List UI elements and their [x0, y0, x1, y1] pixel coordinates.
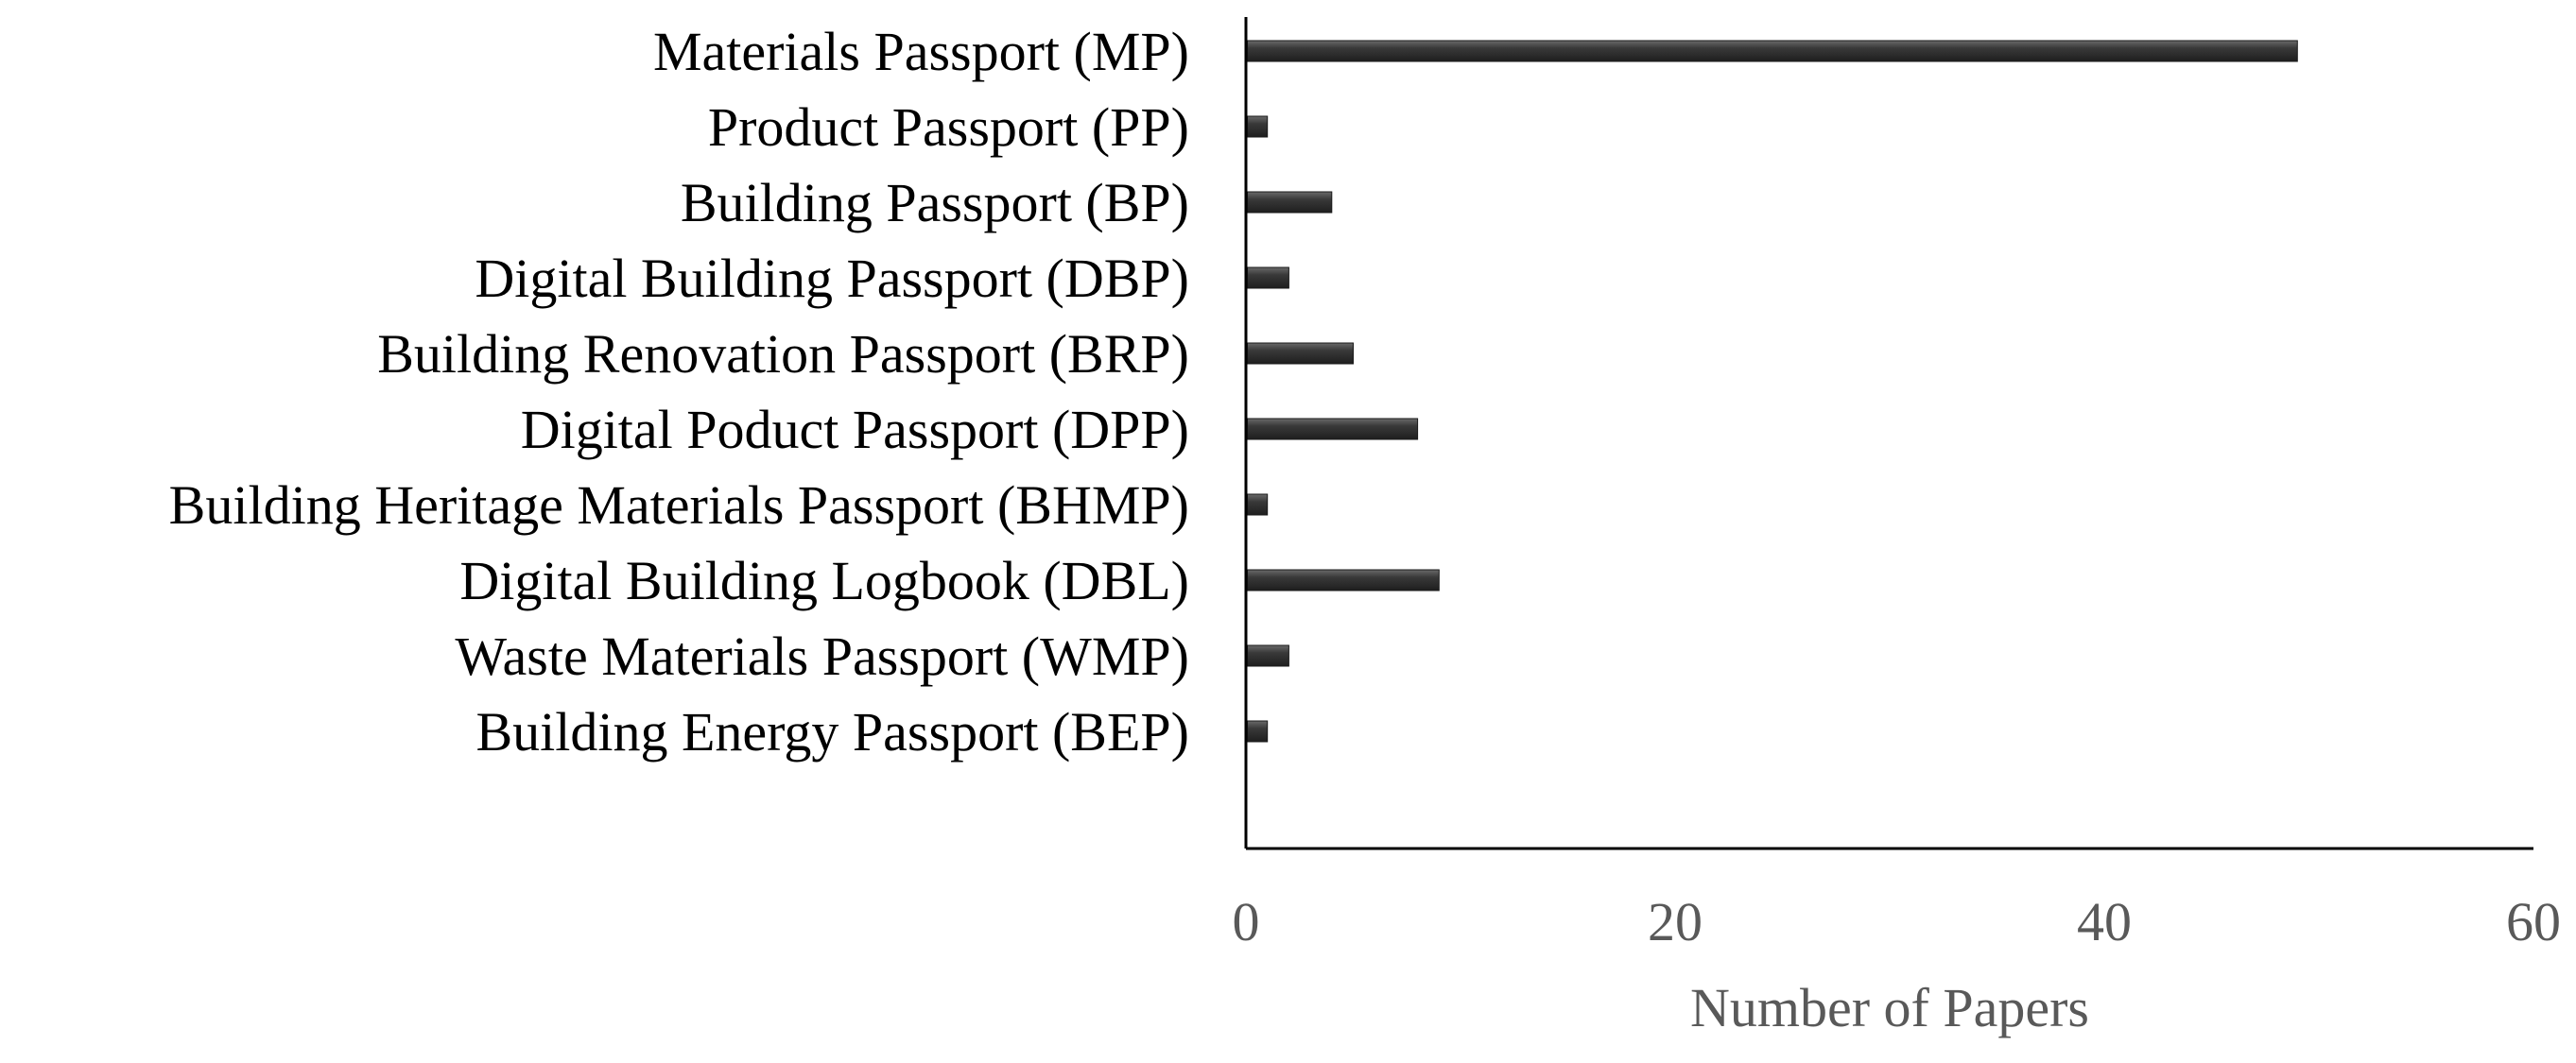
category-label: Building Renovation Passport (BRP) — [377, 323, 1189, 385]
x-tick-label: 60 — [2506, 891, 2561, 952]
bars-group — [1247, 40, 2298, 743]
category-label: Building Passport (BP) — [681, 172, 1189, 233]
bar — [1247, 266, 1289, 289]
bar — [1247, 720, 1269, 743]
bar — [1247, 342, 1354, 365]
bar — [1247, 493, 1269, 516]
category-labels: Materials Passport (MP) Product Passport … — [169, 21, 1189, 763]
bar — [1247, 418, 1419, 440]
x-tick-label: 0 — [1233, 891, 1260, 952]
bar — [1247, 569, 1440, 592]
bar — [1247, 191, 1333, 214]
category-label: Waste Materials Passport (WMP) — [455, 626, 1189, 687]
x-tick-labels: 0 20 40 60 — [1233, 891, 2562, 952]
category-label: Digital Poduct Passport (DPP) — [521, 399, 1189, 460]
x-tick-label: 40 — [2077, 891, 2132, 952]
x-tick-label: 20 — [1648, 891, 1703, 952]
category-label: Building Heritage Materials Passport (BH… — [169, 474, 1189, 536]
bar — [1247, 644, 1289, 667]
category-label: Building Energy Passport (BEP) — [475, 701, 1189, 763]
x-axis-title: Number of Papers — [1690, 977, 2089, 1038]
category-label: Product Passport (PP) — [708, 96, 1189, 158]
category-label: Digital Building Logbook (DBL) — [459, 550, 1189, 611]
bar — [1247, 40, 2298, 62]
category-label: Materials Passport (MP) — [653, 21, 1189, 82]
category-label: Digital Building Passport (DBP) — [475, 248, 1189, 309]
bar — [1247, 115, 1269, 138]
